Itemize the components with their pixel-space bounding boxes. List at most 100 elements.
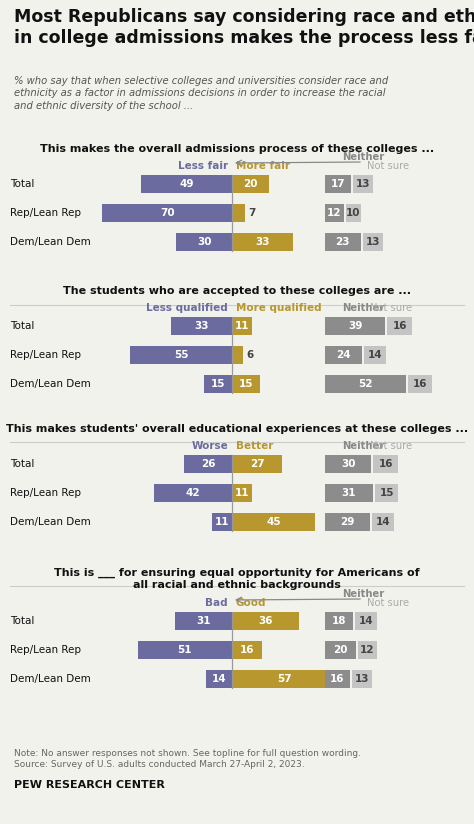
Bar <box>325 513 370 531</box>
Text: Rep/Lean Rep: Rep/Lean Rep <box>10 208 81 218</box>
Text: Neither: Neither <box>342 303 384 313</box>
Bar <box>176 233 232 251</box>
Text: 16: 16 <box>392 321 407 331</box>
Text: Better: Better <box>236 441 273 451</box>
Text: 11: 11 <box>235 321 249 331</box>
Text: 6: 6 <box>246 350 253 360</box>
Text: 17: 17 <box>331 179 346 189</box>
Text: Neither: Neither <box>342 589 384 599</box>
Text: 13: 13 <box>355 674 369 684</box>
Text: PEW RESEARCH CENTER: PEW RESEARCH CENTER <box>14 780 165 790</box>
Text: This makes students' overall educational experiences at these colleges ...: This makes students' overall educational… <box>6 424 468 434</box>
Text: Neither: Neither <box>342 441 384 451</box>
Text: More qualified: More qualified <box>236 303 322 313</box>
Text: Dem/Lean Dem: Dem/Lean Dem <box>10 379 91 389</box>
Text: Rep/Lean Rep: Rep/Lean Rep <box>10 350 81 360</box>
Text: 51: 51 <box>178 645 192 655</box>
Text: 70: 70 <box>160 208 174 218</box>
Text: Total: Total <box>10 321 35 331</box>
Bar <box>204 375 232 393</box>
Bar <box>206 670 232 688</box>
Bar <box>232 233 293 251</box>
Text: Not sure: Not sure <box>370 303 412 313</box>
Bar <box>232 175 269 193</box>
Text: 10: 10 <box>346 208 361 218</box>
Text: 55: 55 <box>174 350 188 360</box>
Text: 30: 30 <box>197 237 211 247</box>
Text: 30: 30 <box>341 459 356 469</box>
Bar <box>232 484 252 502</box>
Text: 13: 13 <box>356 179 371 189</box>
Text: 15: 15 <box>211 379 225 389</box>
Text: % who say that when selective colleges and universities consider race and
ethnic: % who say that when selective colleges a… <box>14 76 388 110</box>
Text: 14: 14 <box>375 517 390 527</box>
Bar <box>358 641 377 659</box>
Text: 15: 15 <box>238 379 253 389</box>
Text: 20: 20 <box>333 645 348 655</box>
Text: 11: 11 <box>235 488 249 498</box>
Text: 7: 7 <box>248 208 255 218</box>
Text: 24: 24 <box>336 350 351 360</box>
Text: The students who are accepted to these colleges are ...: The students who are accepted to these c… <box>63 286 411 296</box>
Text: Bad: Bad <box>205 598 228 608</box>
Text: Rep/Lean Rep: Rep/Lean Rep <box>10 645 81 655</box>
Bar <box>364 346 386 364</box>
Bar <box>346 204 361 222</box>
Text: 11: 11 <box>215 517 229 527</box>
Text: Less qualified: Less qualified <box>146 303 228 313</box>
Bar <box>325 346 362 364</box>
Bar <box>130 346 232 364</box>
Bar <box>325 670 350 688</box>
Text: Neither: Neither <box>342 152 384 162</box>
Text: 16: 16 <box>413 379 427 389</box>
Bar <box>232 317 252 335</box>
Bar <box>184 455 232 473</box>
Text: 39: 39 <box>348 321 363 331</box>
Bar <box>352 670 372 688</box>
Text: 16: 16 <box>239 645 254 655</box>
Bar <box>232 513 315 531</box>
Bar <box>363 233 383 251</box>
Bar <box>353 175 374 193</box>
Text: 31: 31 <box>196 616 210 626</box>
Bar <box>375 484 398 502</box>
Text: Less fair: Less fair <box>178 161 228 171</box>
Bar <box>212 513 232 531</box>
Bar <box>232 455 282 473</box>
Text: 14: 14 <box>358 616 373 626</box>
Text: 36: 36 <box>258 616 273 626</box>
Bar <box>102 204 232 222</box>
Text: 31: 31 <box>342 488 356 498</box>
Bar <box>355 612 377 630</box>
Bar <box>141 175 232 193</box>
Text: 42: 42 <box>186 488 201 498</box>
Text: Good: Good <box>236 598 266 608</box>
Text: Most Republicans say considering race and ethnicity
in college admissions makes : Most Republicans say considering race an… <box>14 8 474 47</box>
Text: 12: 12 <box>327 208 342 218</box>
Text: 20: 20 <box>243 179 258 189</box>
Text: 33: 33 <box>255 237 270 247</box>
Text: 27: 27 <box>250 459 264 469</box>
Text: Dem/Lean Dem: Dem/Lean Dem <box>10 517 91 527</box>
Bar <box>174 612 232 630</box>
Bar <box>325 484 373 502</box>
Bar <box>232 612 299 630</box>
Text: 18: 18 <box>332 616 346 626</box>
Text: 16: 16 <box>330 674 345 684</box>
Bar <box>372 513 393 531</box>
Bar <box>374 455 398 473</box>
Bar <box>387 317 412 335</box>
Text: 23: 23 <box>336 237 350 247</box>
Text: 26: 26 <box>201 459 215 469</box>
Bar <box>325 233 361 251</box>
Text: Not sure: Not sure <box>370 441 412 451</box>
Bar <box>232 641 262 659</box>
Text: 12: 12 <box>360 645 374 655</box>
Text: This makes the overall admissions process of these colleges ...: This makes the overall admissions proces… <box>40 144 434 154</box>
Text: This is ___ for ensuring equal opportunity for Americans of
all racial and ethni: This is ___ for ensuring equal opportuni… <box>54 568 420 590</box>
Bar <box>325 204 344 222</box>
Text: 13: 13 <box>365 237 380 247</box>
Text: 57: 57 <box>277 674 292 684</box>
Bar <box>155 484 232 502</box>
Text: 45: 45 <box>266 517 281 527</box>
